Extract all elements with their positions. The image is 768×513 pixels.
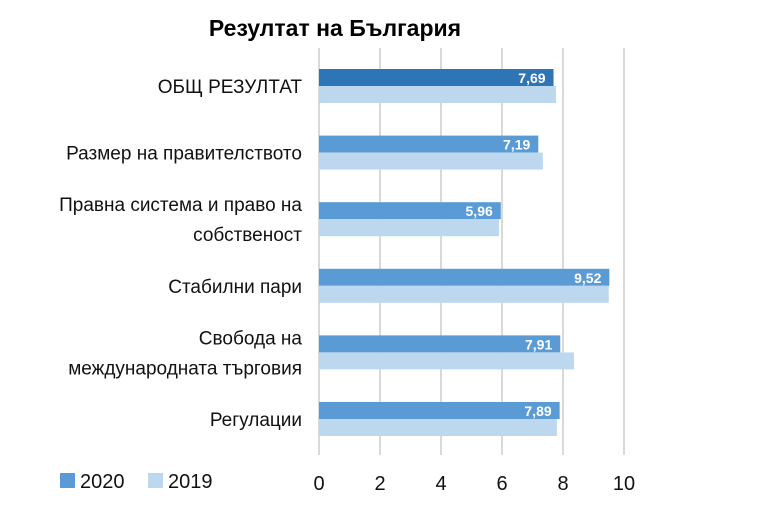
x-tick-label: 4	[435, 473, 446, 495]
x-tick-label: 10	[613, 473, 635, 495]
data-label-2020: 7,69	[518, 70, 545, 86]
data-label-2020: 9,52	[574, 270, 601, 286]
data-label-2020: 7,19	[503, 137, 530, 153]
bar-2020	[319, 335, 561, 353]
category-label: Стабилни пари	[168, 277, 302, 298]
bar-2020	[319, 135, 539, 153]
category-label: ОБЩ РЕЗУЛТАТ	[158, 77, 303, 98]
bar-2019	[319, 219, 499, 237]
category-label: собственост	[193, 225, 302, 246]
legend-swatch-2019	[148, 473, 163, 488]
bar-2019	[319, 419, 557, 436]
bar-2019	[319, 352, 574, 370]
category-label: Свобода на	[199, 328, 303, 349]
bar-2020	[319, 69, 554, 86]
bar-2019	[319, 86, 556, 103]
legend-swatch-2020	[60, 473, 75, 488]
x-tick-label: 6	[496, 473, 507, 495]
x-tick-label: 0	[313, 473, 324, 495]
category-label: международната търговия	[68, 358, 302, 379]
category-label: Размер на правителството	[66, 144, 302, 165]
chart-title: Резултат на България	[209, 15, 461, 41]
legend-label-2020: 2020	[80, 471, 125, 493]
bar-2020	[319, 402, 560, 419]
bar-2019	[319, 152, 543, 170]
data-label-2020: 7,91	[525, 336, 552, 352]
data-label-2020: 7,89	[524, 403, 551, 419]
category-label: Регулации	[210, 410, 302, 431]
x-tick-label: 8	[557, 473, 568, 495]
category-label: Правна система и право на	[59, 195, 302, 216]
data-label-2020: 5,96	[466, 203, 493, 219]
legend-label-2019: 2019	[168, 471, 213, 493]
bar-2020	[319, 202, 501, 220]
bar-2019	[319, 285, 609, 303]
bar-2020	[319, 268, 610, 286]
x-tick-label: 2	[374, 473, 385, 495]
